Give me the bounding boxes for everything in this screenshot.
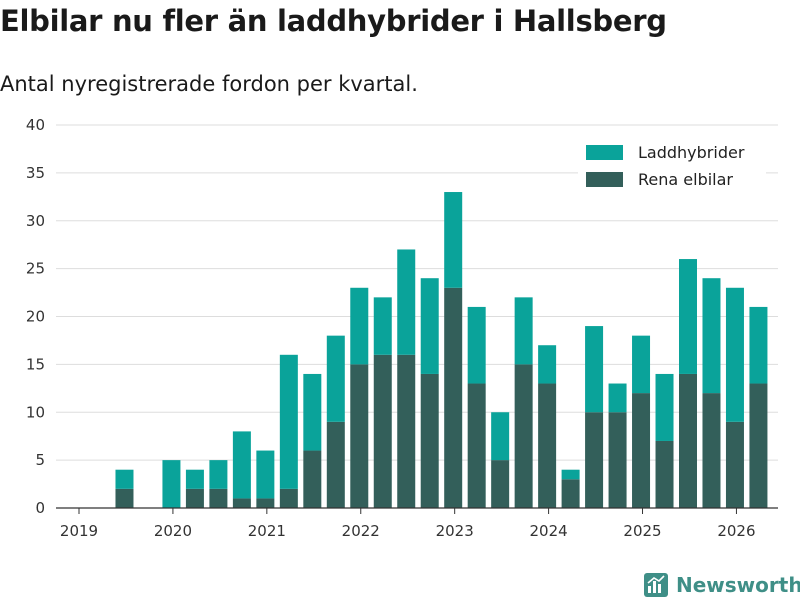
bar-segment-rena-elbilar: [749, 383, 768, 508]
bar-segment-rena-elbilar: [350, 364, 369, 508]
y-tick-label: 40: [26, 116, 45, 134]
bar-segment-laddhybrider: [256, 450, 275, 499]
bar-chart-icon: [644, 573, 668, 597]
bar-segment-laddhybrider: [326, 335, 345, 422]
x-tick-label: 2026: [717, 522, 755, 540]
bar-segment-laddhybrider: [514, 297, 533, 365]
bar-segment-laddhybrider: [185, 469, 204, 489]
bar-segment-rena-elbilar: [608, 412, 627, 508]
x-tick-label: 2023: [436, 522, 474, 540]
y-tick-label: 30: [26, 212, 45, 230]
x-tick-label: 2024: [530, 522, 568, 540]
bar-segment-laddhybrider: [679, 259, 697, 374]
bar-segment-rena-elbilar: [397, 354, 416, 508]
bar-segment-rena-elbilar: [679, 373, 697, 508]
bar-segment-rena-elbilar: [514, 364, 533, 508]
y-tick-label: 20: [26, 308, 45, 326]
bar-segment-rena-elbilar: [326, 421, 345, 508]
bar-segment-rena-elbilar: [115, 488, 134, 508]
bar-segment-rena-elbilar: [420, 373, 439, 508]
y-tick-label: 0: [35, 499, 45, 517]
bar-segment-laddhybrider: [561, 469, 580, 480]
x-tick-label: 2019: [60, 522, 98, 540]
bar-segment-laddhybrider: [303, 373, 322, 451]
chart-subtitle: Antal nyregistrerade fordon per kvartal.: [0, 72, 418, 96]
bar-segment-laddhybrider: [162, 460, 181, 508]
bar-segment-laddhybrider: [655, 373, 674, 441]
bar-segment-laddhybrider: [632, 335, 651, 394]
bar-segment-laddhybrider: [538, 345, 557, 384]
y-tick-label: 5: [35, 451, 45, 469]
bar-segment-laddhybrider: [725, 287, 744, 422]
x-tick-label: 2022: [342, 522, 380, 540]
y-tick-label: 35: [26, 164, 45, 182]
bar-segment-laddhybrider: [749, 306, 768, 384]
bar-segment-rena-elbilar: [467, 383, 486, 508]
brand-name: Newsworthy: [676, 573, 800, 597]
y-tick-label: 15: [26, 355, 45, 373]
x-tick-label: 2021: [248, 522, 286, 540]
legend-label: Laddhybrider: [638, 143, 745, 162]
bar-segment-rena-elbilar: [491, 460, 510, 508]
bar-segment-laddhybrider: [491, 412, 510, 461]
bar-segment-rena-elbilar: [725, 421, 744, 508]
bar-segment-rena-elbilar: [561, 479, 580, 508]
bar-segment-rena-elbilar: [279, 488, 298, 508]
bar-segment-rena-elbilar: [256, 498, 275, 508]
x-tick-label: 2025: [623, 522, 661, 540]
bar-segment-rena-elbilar: [585, 412, 604, 508]
bar-segment-rena-elbilar: [209, 488, 228, 508]
bar-segment-laddhybrider: [232, 431, 251, 499]
bar-segment-laddhybrider: [702, 278, 721, 394]
legend-label: Rena elbilar: [638, 170, 733, 189]
bar-segment-rena-elbilar: [538, 383, 557, 508]
bar-segment-laddhybrider: [115, 469, 134, 489]
bar-segment-rena-elbilar: [373, 354, 392, 508]
bar-segment-rena-elbilar: [444, 287, 463, 508]
bar-segment-laddhybrider: [608, 383, 627, 413]
bar-segment-rena-elbilar: [655, 440, 674, 508]
bar-segment-laddhybrider: [467, 306, 486, 384]
bar-segment-laddhybrider: [444, 192, 463, 288]
bar-segment-rena-elbilar: [303, 450, 322, 508]
bar-segment-rena-elbilar: [232, 498, 251, 508]
bar-segment-laddhybrider: [585, 326, 604, 413]
brand-logo[interactable]: Newsworthy: [644, 570, 800, 600]
bar-segment-rena-elbilar: [632, 393, 651, 508]
bar-segment-laddhybrider: [397, 249, 416, 355]
bar-segment-laddhybrider: [209, 460, 228, 489]
legend-swatch: [586, 172, 623, 187]
chart-title: Elbilar nu fler än laddhybrider i Hallsb…: [0, 4, 667, 38]
legend-swatch: [586, 145, 623, 160]
bar-segment-rena-elbilar: [702, 393, 721, 508]
x-tick-label: 2020: [154, 522, 192, 540]
bar-segment-rena-elbilar: [185, 488, 204, 508]
y-tick-label: 10: [26, 403, 45, 421]
bar-segment-laddhybrider: [279, 354, 298, 489]
bar-segment-laddhybrider: [350, 287, 369, 365]
y-tick-label: 25: [26, 260, 45, 278]
bar-segment-laddhybrider: [420, 278, 439, 374]
bar-segment-laddhybrider: [373, 297, 392, 355]
